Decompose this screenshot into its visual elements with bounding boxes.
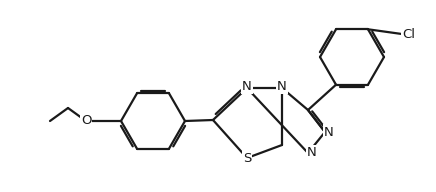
- Text: N: N: [242, 79, 252, 93]
- Text: S: S: [243, 151, 251, 165]
- Text: Cl: Cl: [402, 28, 416, 41]
- Text: N: N: [307, 146, 317, 160]
- Text: N: N: [277, 79, 287, 93]
- Text: O: O: [81, 114, 91, 127]
- Text: N: N: [324, 126, 334, 138]
